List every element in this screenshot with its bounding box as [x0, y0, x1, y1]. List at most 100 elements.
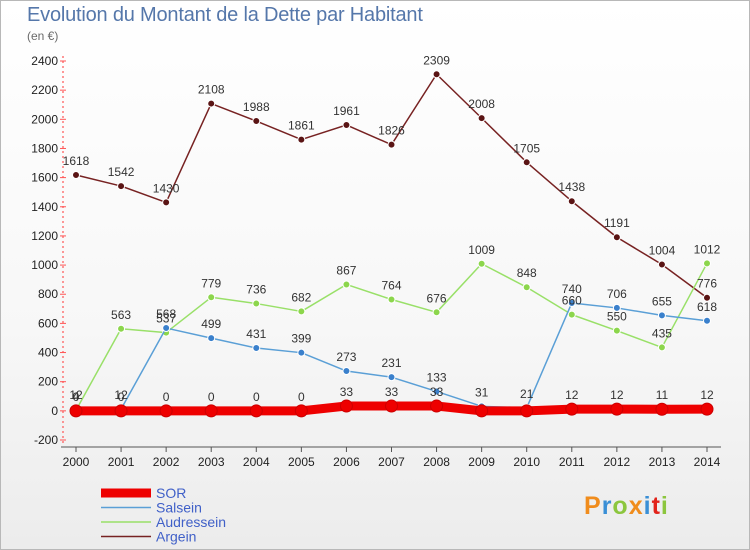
legend-label-salsein: Salsein	[156, 500, 202, 516]
data-point-audressein	[477, 259, 486, 268]
data-label-salsein: 31	[475, 385, 489, 399]
x-tick-label: 2007	[378, 455, 405, 469]
y-tick-label: 2200	[31, 83, 58, 97]
x-tick-label: 2003	[198, 455, 225, 469]
data-label-sor: 0	[163, 390, 170, 404]
data-label-sor: 0	[118, 390, 125, 404]
data-label-salsein: 231	[381, 356, 401, 370]
data-point-argein	[117, 182, 126, 191]
data-label-salsein: 655	[652, 294, 672, 308]
data-label-argein: 2108	[198, 83, 225, 97]
data-point-audressein	[252, 299, 261, 308]
data-point-audressein	[612, 326, 621, 335]
data-label-audressein: 764	[381, 278, 401, 292]
data-label-audressein: 435	[652, 326, 672, 340]
data-label-salsein: 399	[291, 332, 311, 346]
data-label-sor: 0	[298, 390, 305, 404]
data-point-audressein	[703, 259, 711, 268]
y-tick-label: 2000	[31, 112, 58, 126]
data-label-audressein: 682	[291, 290, 311, 304]
data-label-argein: 1988	[243, 100, 270, 114]
data-label-audressein: 660	[562, 294, 582, 308]
data-label-audressein: 1012	[694, 242, 721, 256]
data-label-salsein: 568	[156, 307, 176, 321]
data-label-argein: 1618	[63, 154, 90, 168]
data-point-argein	[522, 158, 531, 167]
y-tick-label: 2400	[31, 54, 58, 68]
logo-letter: t	[651, 492, 661, 520]
data-point-audressein	[342, 280, 351, 289]
data-point-sor	[339, 399, 353, 413]
data-point-sor	[610, 402, 624, 416]
data-label-salsein: 431	[246, 327, 266, 341]
data-point-salsein	[703, 316, 711, 325]
logo-letter: o	[612, 492, 629, 520]
data-point-argein	[387, 140, 396, 149]
data-label-argein: 1430	[153, 181, 180, 195]
data-label-audressein: 736	[246, 283, 266, 297]
data-label-audressein: 867	[336, 263, 356, 277]
data-point-salsein	[657, 311, 666, 320]
data-point-salsein	[567, 298, 576, 307]
y-tick-label: 400	[38, 346, 58, 360]
data-label-audressein: 563	[111, 308, 131, 322]
data-point-argein	[297, 135, 306, 144]
data-point-salsein	[162, 324, 171, 333]
data-point-salsein	[387, 373, 396, 382]
data-point-argein	[567, 197, 576, 206]
data-label-audressein: 848	[517, 266, 537, 280]
data-point-argein	[477, 114, 486, 123]
x-tick-label: 2014	[694, 455, 721, 469]
data-point-sor	[114, 404, 128, 418]
data-label-salsein: 12	[69, 388, 83, 402]
data-label-salsein: 740	[562, 282, 582, 296]
data-point-audressein	[522, 283, 531, 292]
data-point-argein	[703, 293, 711, 302]
x-tick-label: 2011	[559, 455, 585, 469]
data-point-sor	[294, 404, 308, 418]
data-point-audressein	[297, 307, 306, 316]
data-label-argein: 1004	[649, 243, 676, 257]
data-label-sor: 11	[656, 388, 669, 402]
data-label-audressein: 550	[607, 310, 627, 324]
data-point-sor	[565, 402, 579, 416]
x-tick-label: 2010	[513, 455, 540, 469]
data-point-sor	[249, 404, 263, 418]
data-point-argein	[207, 99, 216, 108]
logo-letter: r	[601, 492, 613, 520]
data-label-salsein: 273	[336, 350, 356, 364]
data-point-audressein	[207, 293, 216, 302]
data-label-salsein: 706	[607, 287, 627, 301]
x-tick-label: 2006	[333, 455, 360, 469]
data-label-salsein: 499	[201, 317, 221, 331]
y-tick-label: 1600	[31, 171, 58, 185]
data-label-salsein: 12	[114, 388, 128, 402]
x-tick-label: 2002	[153, 455, 180, 469]
data-label-argein: 1826	[378, 124, 405, 138]
legend-label-argein: Argein	[156, 529, 196, 545]
data-label-sor: 33	[340, 385, 354, 399]
data-point-argein	[612, 233, 621, 242]
x-tick-label: 2005	[288, 455, 315, 469]
data-point-salsein	[252, 344, 261, 353]
chart-title: Evolution du Montant de la Dette par Hab…	[27, 4, 423, 26]
data-point-argein	[657, 260, 666, 269]
y-tick-label: 1200	[31, 229, 58, 243]
data-label-sor: 12	[610, 388, 624, 402]
data-point-audressein	[657, 343, 666, 352]
data-label-sor: 0	[73, 390, 80, 404]
data-label-sor: 33	[385, 385, 399, 399]
data-point-sor	[700, 402, 714, 416]
data-label-argein: 1861	[288, 119, 315, 133]
data-label-salsein: 21	[520, 387, 534, 401]
data-label-argein: 1191	[604, 216, 630, 230]
y-tick-label: 1800	[31, 141, 58, 155]
data-point-argein	[432, 70, 441, 79]
data-point-sor	[204, 404, 218, 418]
y-tick-label: 600	[38, 316, 58, 330]
y-tick-label: 800	[38, 287, 58, 301]
x-tick-label: 2012	[604, 455, 631, 469]
data-point-salsein	[297, 348, 306, 357]
